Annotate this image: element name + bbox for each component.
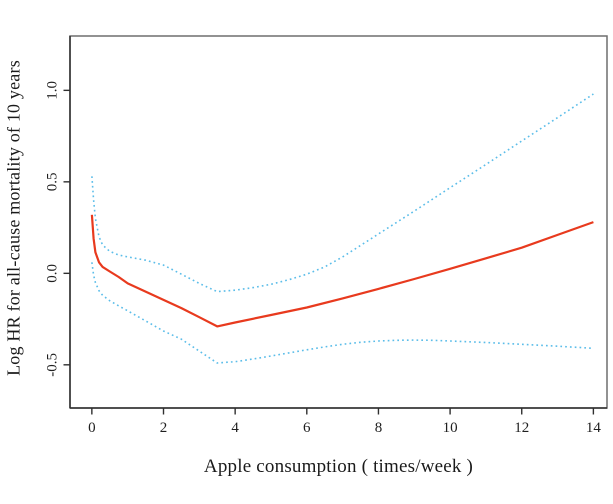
x-tick-label: 0 <box>88 420 96 436</box>
y-tick-label: -0.5 <box>44 353 60 377</box>
y-tick-label: 1.0 <box>44 81 60 100</box>
x-tick-label: 8 <box>375 420 383 436</box>
x-tick-label: 2 <box>160 420 168 436</box>
x-tick-label: 4 <box>231 420 239 436</box>
y-tick-label: 0.5 <box>44 172 60 191</box>
ci-upper-line <box>91 93 594 293</box>
log-hr-estimate-line <box>90 214 594 328</box>
x-axis-label: Apple consumption ( times/week ) <box>203 456 474 477</box>
y-tick-label: 0.0 <box>44 264 60 283</box>
plot-border <box>69 35 608 409</box>
x-tick-label: 14 <box>586 420 602 436</box>
ci-lower-line <box>91 262 594 364</box>
y-axis-label: Log HR for all-cause mortality of 10 yea… <box>3 60 24 376</box>
x-tick-label: 10 <box>443 420 458 436</box>
x-tick-label: 12 <box>514 420 529 436</box>
x-tick-label: 6 <box>303 420 311 436</box>
